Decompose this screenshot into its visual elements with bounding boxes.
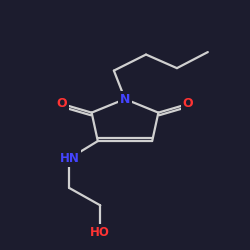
Text: HN: HN [60, 152, 79, 165]
Text: O: O [57, 98, 67, 110]
Text: O: O [183, 98, 193, 110]
Text: HO: HO [90, 226, 110, 239]
Text: N: N [120, 92, 130, 106]
